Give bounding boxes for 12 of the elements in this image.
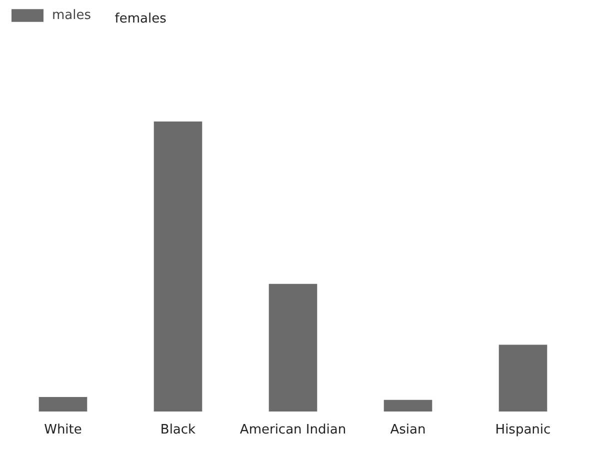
x-tick-label: Black	[160, 422, 196, 438]
bar	[498, 344, 548, 412]
bar	[154, 122, 202, 412]
legend-label: males	[52, 8, 92, 22]
bar	[38, 397, 88, 412]
x-tick-label: American Indian	[240, 422, 346, 438]
bar	[268, 284, 318, 412]
x-tick-label: White	[44, 422, 82, 438]
bar	[384, 400, 432, 412]
x-tick-label: Asian	[390, 422, 426, 438]
x-tick-label: Hispanic	[495, 422, 551, 438]
text: females	[114, 11, 167, 26]
